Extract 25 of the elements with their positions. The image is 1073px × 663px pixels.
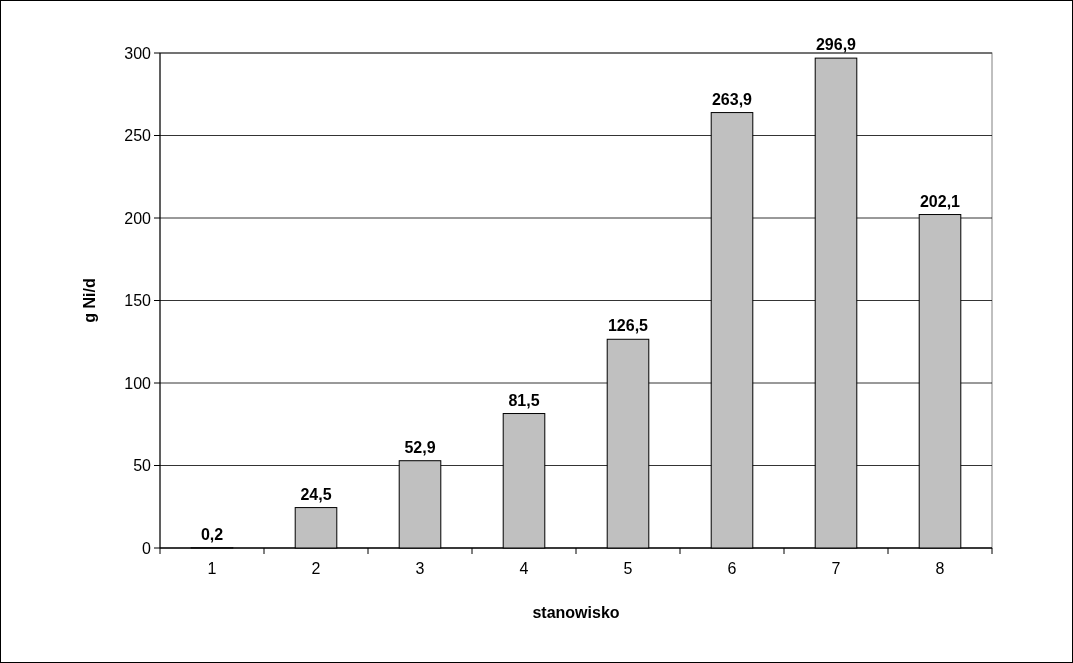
data-label: 0,2 — [200, 525, 224, 543]
x-axis-title: stanowisko — [532, 604, 620, 621]
x-tick-label: 3 — [415, 560, 425, 577]
x-tick-label: 1 — [207, 560, 217, 577]
y-tick-label: 300 — [124, 44, 152, 62]
x-tick-label: 8 — [935, 560, 945, 577]
x-tick-label: 5 — [623, 560, 633, 577]
y-tick-label: 0 — [142, 539, 152, 557]
x-tick-label: 2 — [311, 560, 321, 577]
data-label: 126,5 — [607, 317, 649, 335]
x-tick-label: 6 — [727, 560, 737, 577]
y-axis-title: g Ni/d — [81, 278, 98, 323]
y-tick-label: 150 — [124, 292, 152, 310]
y-tick-label: 50 — [133, 457, 152, 475]
data-label: 24,5 — [300, 485, 332, 503]
data-label: 296,9 — [815, 36, 857, 54]
y-tick-label: 200 — [124, 209, 152, 227]
x-tick-label: 7 — [831, 560, 841, 577]
data-label: 52,9 — [404, 438, 436, 456]
data-label: 263,9 — [711, 90, 753, 108]
x-tick-label: 4 — [519, 560, 529, 577]
data-label: 202,1 — [919, 192, 961, 210]
y-tick-label: 100 — [124, 374, 152, 392]
y-tick-label: 250 — [124, 127, 152, 145]
data-label: 81,5 — [508, 391, 540, 409]
